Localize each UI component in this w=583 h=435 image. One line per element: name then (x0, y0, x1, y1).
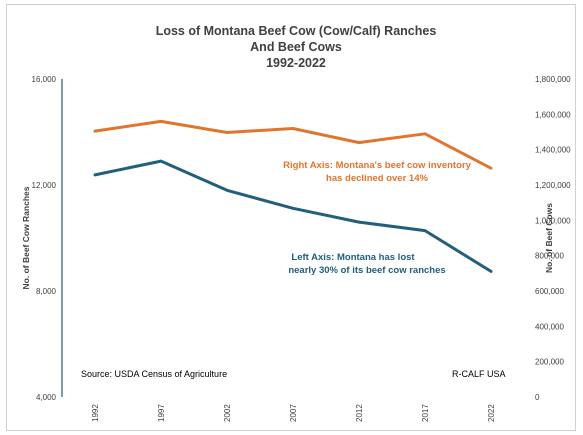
title-line-2: And Beef Cows (250, 40, 342, 54)
right-tick-label: 1,600,000 (535, 110, 571, 119)
series-layer (93, 119, 493, 273)
left-axis-annotation: Left Axis: Montana has lost nearly 30% o… (288, 252, 445, 276)
title-line-1: Loss of Montana Beef Cow (Cow/Calf) Ranc… (156, 24, 437, 38)
x-axis-ticks: 1992 1997 2002 2007 2012 2017 2022 (91, 404, 496, 422)
right-tick-label: 1,400,000 (535, 146, 571, 155)
right-tick-label: 200,000 (535, 358, 564, 367)
left-axis-ticks: 16,000 12,000 8,000 4,000 (32, 75, 57, 402)
left-axis-note-line-1: Left Axis: Montana has lost (291, 252, 415, 263)
left-tick-label: 4,000 (36, 393, 57, 402)
credit-label: R-CALF USA (452, 369, 506, 379)
right-tick-label: 1,800,000 (535, 75, 571, 84)
left-tick-label: 12,000 (32, 181, 57, 190)
right-tick-label: 400,000 (535, 322, 564, 331)
chart-title: Loss of Montana Beef Cow (Cow/Calf) Ranc… (156, 24, 437, 70)
source-note: Source: USDA Census of Agriculture (81, 369, 227, 379)
x-tick-label: 2022 (487, 404, 496, 422)
x-tick-label: 1997 (157, 404, 166, 422)
right-axis-note-line-2: has declined over 14% (326, 173, 428, 184)
x-tick-label: 2017 (421, 404, 430, 422)
right-axis-ticks: 1,800,000 1,600,000 1,400,000 1,200,000 1,00… (535, 75, 571, 402)
right-axis-annotation: Right Axis: Montana's beef cow inventory… (283, 160, 471, 184)
right-tick-label: 1,200,000 (535, 181, 571, 190)
right-axis-note-line-1: Right Axis: Montana's beef cow inventory (283, 160, 471, 171)
right-axis-title: No. of Beef Cows (544, 203, 554, 273)
left-tick-label: 16,000 (32, 75, 57, 84)
x-tick-label: 2012 (355, 404, 364, 422)
chart-frame: Loss of Montana Beef Cow (Cow/Calf) Ranc… (6, 4, 576, 431)
left-tick-label: 8,000 (36, 287, 57, 296)
x-tick-label: 2007 (289, 404, 298, 422)
x-tick-label: 1992 (91, 404, 100, 422)
right-tick-label: 800,000 (535, 252, 564, 261)
title-line-3: 1992-2022 (266, 56, 326, 70)
left-axis-note-line-2: nearly 30% of its beef cow ranches (288, 265, 445, 276)
right-tick-label: 1,000,000 (535, 216, 571, 225)
left-axis-title: No. of Beef Cow Ranches (21, 186, 31, 289)
x-tick-label: 2002 (223, 404, 232, 422)
right-tick-label: 600,000 (535, 287, 564, 296)
line-chart: Loss of Montana Beef Cow (Cow/Calf) Ranc… (21, 24, 571, 422)
right-tick-label: 0 (535, 393, 540, 402)
